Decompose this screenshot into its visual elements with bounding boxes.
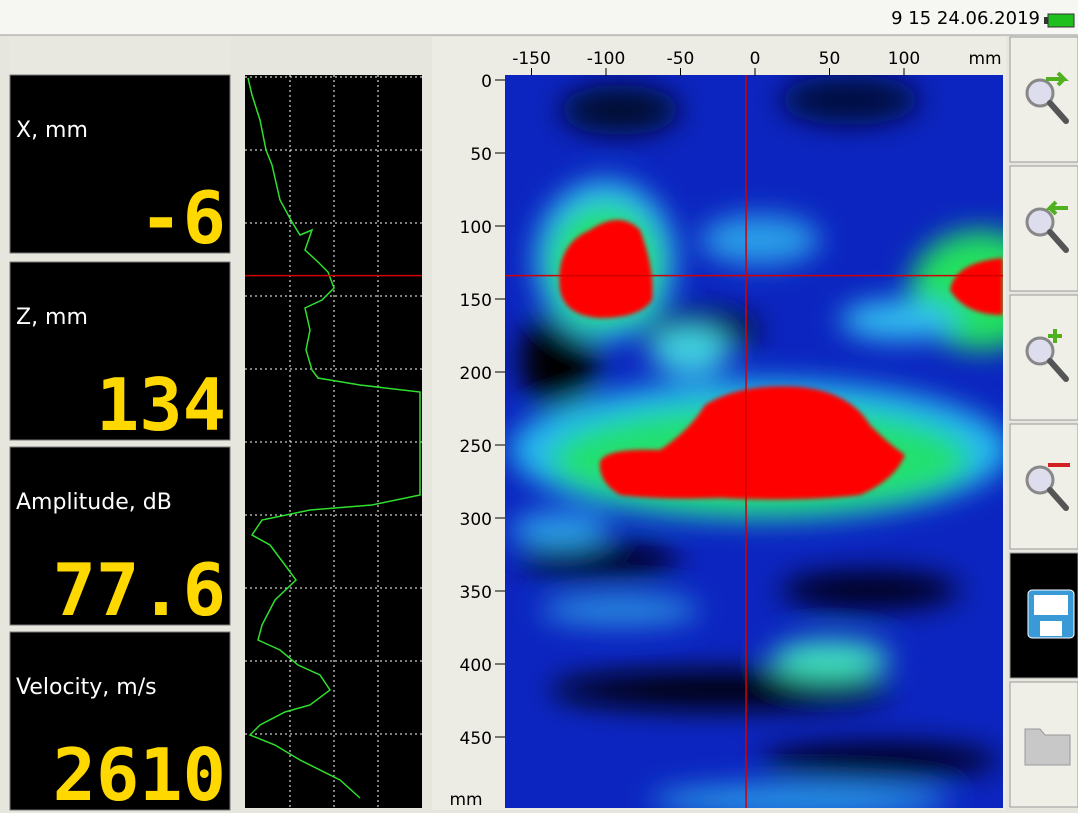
tool-button[interactable] (1010, 682, 1078, 807)
x-tick-label: -150 (512, 49, 551, 69)
x-tick-label: -100 (587, 49, 626, 69)
screen: 9 15 24.06.2019 X, mm -6 Z, mm 134 Amplitude… (0, 0, 1078, 813)
y-tick-label: 350 (460, 583, 492, 603)
y-tick-label: 200 (460, 364, 492, 384)
y-tick-label: 0 (481, 72, 492, 92)
readout-value: -6 (139, 176, 226, 260)
y-tick-label: 150 (460, 291, 492, 311)
page: 9 15 24.06.2019 X, mm -6 Z, mm 134 Amplitude… (0, 0, 1078, 813)
readout-label: Amplitude, dB (16, 490, 172, 515)
readout-value: 2610 (53, 733, 226, 813)
readout-label: Z, mm (16, 305, 88, 330)
x-tick-label: 100 (888, 49, 920, 69)
y-tick-label: 250 (460, 437, 492, 457)
readout-label: Velocity, m/s (16, 675, 157, 700)
battery (1044, 14, 1074, 27)
readout-value: 134 (96, 363, 226, 447)
tool-button[interactable] (1010, 424, 1078, 549)
tool-button[interactable] (1010, 553, 1078, 678)
y-tick-label: 100 (460, 218, 492, 238)
x-tick-label: -50 (667, 49, 695, 69)
save-icon-shutter (1040, 621, 1062, 636)
x-unit: mm (968, 49, 1001, 69)
tool-button[interactable] (1010, 295, 1078, 420)
y-tick-label: 50 (470, 145, 492, 165)
heatmap (505, 75, 1050, 813)
y-tick-label: 450 (460, 729, 492, 749)
y-tick-label: 300 (460, 510, 492, 530)
x-tick-label: 0 (750, 49, 761, 69)
tool-button[interactable] (1010, 37, 1078, 162)
readout-label: X, mm (16, 118, 88, 143)
date-time: 9 15 24.06.2019 (891, 8, 1040, 29)
x-tick-label: 50 (819, 49, 841, 69)
y-tick-label: 400 (460, 656, 492, 676)
save-icon-label (1034, 595, 1068, 615)
readout-value: 77.6 (53, 548, 226, 632)
y-unit: mm (449, 790, 482, 810)
tool-button[interactable] (1010, 166, 1078, 291)
